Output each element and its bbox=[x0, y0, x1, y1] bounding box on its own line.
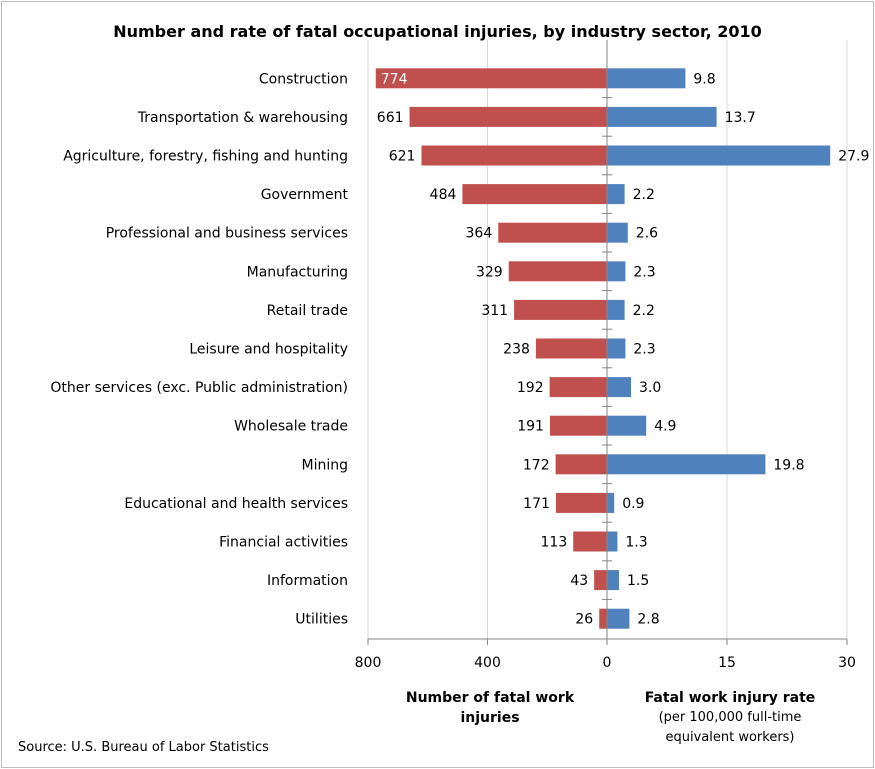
category-label: Agriculture, forestry, fishing and hunti… bbox=[63, 149, 348, 165]
left-axis-title: Number of fatal work injuries bbox=[405, 690, 575, 726]
bar-number bbox=[555, 492, 607, 513]
category-label: Transportation & warehousing bbox=[137, 110, 348, 126]
category-label: Retail trade bbox=[267, 303, 348, 319]
source-note: Source: U.S. Bureau of Labor Statistics bbox=[18, 740, 269, 755]
bar-rate bbox=[607, 68, 686, 89]
bar-rate bbox=[607, 454, 766, 475]
data-label-rate: 0.9 bbox=[622, 496, 644, 512]
x-tick-label: 15 bbox=[718, 655, 736, 671]
data-label-number: 661 bbox=[377, 110, 404, 126]
bar-rate bbox=[607, 261, 626, 282]
data-label-rate: 2.8 bbox=[637, 612, 659, 628]
category-label: Manufacturing bbox=[247, 264, 348, 280]
data-label-number: 172 bbox=[523, 457, 550, 473]
data-label-number: 484 bbox=[430, 187, 457, 203]
bar-rate bbox=[607, 377, 631, 398]
data-label-rate: 1.5 bbox=[627, 573, 649, 589]
data-label-rate: 2.6 bbox=[636, 226, 658, 242]
bar-rate bbox=[607, 106, 717, 127]
bar-number bbox=[555, 454, 607, 475]
data-label-rate: 2.3 bbox=[633, 342, 655, 358]
category-label: Government bbox=[261, 187, 349, 203]
category-label: Financial activities bbox=[219, 535, 348, 551]
data-label-number: 364 bbox=[466, 226, 493, 242]
data-label-rate: 2.2 bbox=[633, 303, 655, 319]
bar-number bbox=[421, 145, 607, 166]
data-label-number: 192 bbox=[517, 380, 544, 396]
data-label-number: 171 bbox=[523, 496, 550, 512]
right-axis-subtitle: (per 100,000 full-time equivalent worker… bbox=[658, 710, 802, 745]
bar-number bbox=[375, 68, 607, 89]
data-label-rate: 1.3 bbox=[625, 535, 647, 551]
category-label: Information bbox=[267, 573, 348, 589]
data-label-rate: 19.8 bbox=[773, 457, 804, 473]
bar-number bbox=[409, 106, 607, 127]
bar-number bbox=[535, 338, 607, 359]
bar-number bbox=[573, 531, 607, 552]
bar-number bbox=[508, 261, 607, 282]
bar-rate bbox=[607, 492, 615, 513]
data-label-number: 329 bbox=[476, 264, 503, 280]
category-label: Educational and health services bbox=[124, 496, 348, 512]
data-label-rate: 13.7 bbox=[725, 110, 756, 126]
data-label-number: 26 bbox=[575, 612, 593, 628]
bar-rate bbox=[607, 222, 628, 243]
data-label-number: 774 bbox=[381, 71, 408, 87]
category-label: Construction bbox=[259, 71, 348, 87]
chart-title: Number and rate of fatal occupational in… bbox=[113, 22, 762, 41]
bar-rate bbox=[607, 415, 647, 436]
right-axis-title: Fatal work injury rate bbox=[644, 690, 816, 706]
category-label: Mining bbox=[302, 457, 349, 473]
data-label-number: 621 bbox=[389, 149, 416, 165]
x-tick-label: 30 bbox=[838, 655, 856, 671]
bar-number bbox=[498, 222, 607, 243]
data-label-number: 191 bbox=[517, 419, 544, 435]
x-tick-label: 400 bbox=[474, 655, 501, 671]
data-label-rate: 4.9 bbox=[654, 419, 676, 435]
data-label-rate: 9.8 bbox=[693, 71, 715, 87]
category-label: Other services (exc. Public administrati… bbox=[50, 380, 348, 396]
bar-number bbox=[599, 608, 607, 629]
category-label: Wholesale trade bbox=[234, 419, 348, 435]
data-label-number: 43 bbox=[570, 573, 588, 589]
category-label: Leisure and hospitality bbox=[189, 342, 348, 358]
bar-rate bbox=[607, 145, 831, 166]
bar-rate bbox=[607, 338, 626, 359]
data-label-rate: 3.0 bbox=[639, 380, 661, 396]
bar-number bbox=[462, 184, 607, 205]
bar-rate bbox=[607, 531, 618, 552]
bar-number bbox=[514, 299, 607, 320]
bar-number bbox=[549, 415, 607, 436]
bar-number bbox=[549, 377, 607, 398]
x-tick-label: 800 bbox=[355, 655, 382, 671]
x-tick-label: 0 bbox=[603, 655, 612, 671]
bar-rate bbox=[607, 299, 625, 320]
data-label-number: 238 bbox=[503, 342, 530, 358]
category-label: Utilities bbox=[295, 612, 348, 628]
category-label: Professional and business services bbox=[106, 226, 348, 242]
data-label-rate: 27.9 bbox=[838, 149, 869, 165]
bar-rate bbox=[607, 570, 619, 591]
data-label-rate: 2.2 bbox=[633, 187, 655, 203]
bar-rate bbox=[607, 184, 625, 205]
data-label-rate: 2.3 bbox=[633, 264, 655, 280]
data-label-number: 113 bbox=[541, 535, 568, 551]
bar-rate bbox=[607, 608, 630, 629]
data-label-number: 311 bbox=[481, 303, 508, 319]
right-axis-title-block: Fatal work injury rate (per 100,000 full… bbox=[630, 688, 830, 748]
bar-number bbox=[594, 570, 607, 591]
